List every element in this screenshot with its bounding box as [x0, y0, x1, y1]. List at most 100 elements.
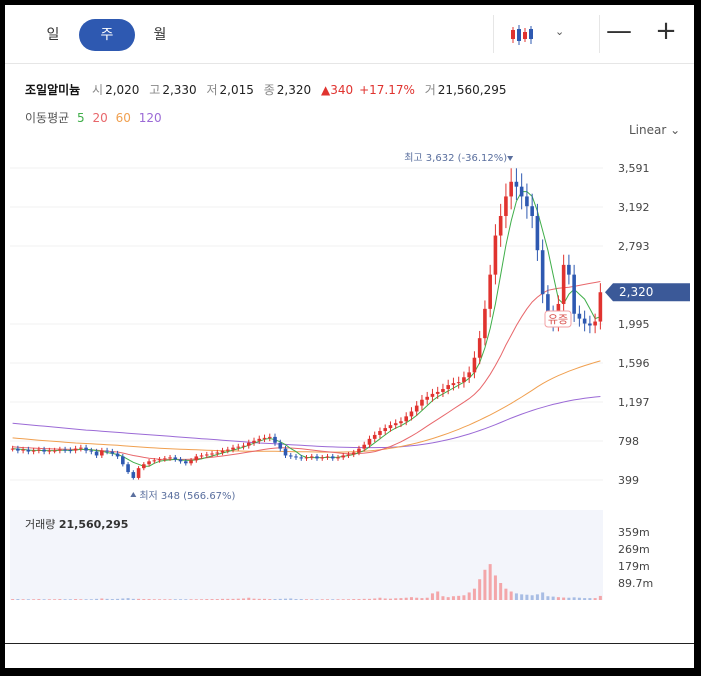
volume-label: 거: [424, 83, 436, 97]
candle-body: [126, 464, 130, 473]
volume-bar: [446, 597, 450, 600]
candlestick-icon[interactable]: [510, 23, 536, 47]
price-chart[interactable]: 399 798 1,197 1,596 1,995 2,793 3,192 3,591 89.7…: [5, 145, 694, 605]
volume-bar: [21, 599, 25, 600]
chevron-down-icon[interactable]: ⌄: [555, 25, 565, 38]
candle-body: [10, 448, 15, 450]
candle-body: [58, 449, 62, 451]
candle-body: [267, 436, 272, 438]
candle-body: [351, 452, 356, 455]
volume-bar: [242, 598, 246, 600]
volume-bar: [331, 599, 335, 600]
volume-bar: [263, 598, 267, 600]
bottom-divider: [5, 643, 694, 644]
volume-bar: [535, 594, 539, 600]
volume-bar: [404, 597, 408, 600]
candle-body: [582, 318, 587, 324]
volume-bar: [226, 598, 230, 600]
volume-bar: [525, 594, 529, 600]
ma-20-line: [12, 281, 601, 460]
volume-bar: [221, 598, 225, 600]
candle-body: [246, 442, 251, 446]
y-tick-label: 1,197: [618, 396, 650, 409]
zoom-in-button[interactable]: +: [655, 16, 677, 46]
tab-weekly[interactable]: 주: [79, 19, 135, 51]
candle-body: [399, 421, 403, 424]
candle-body: [163, 458, 167, 460]
volume-bar: [378, 597, 382, 600]
zoom-out-button[interactable]: —: [606, 16, 632, 46]
candle-body: [73, 448, 78, 451]
volume-bar: [472, 588, 476, 600]
volume-bar: [320, 599, 324, 600]
volume-bar: [289, 598, 293, 600]
volume-bar: [158, 599, 162, 600]
candle-body: [409, 411, 414, 417]
candle-body: [68, 450, 73, 452]
candle-body: [357, 448, 361, 453]
candle-body: [346, 454, 351, 456]
y-tick-label: 3,192: [618, 201, 650, 214]
volume-bar: [236, 598, 240, 600]
candle-body: [546, 294, 550, 314]
candle-body: [204, 454, 209, 456]
volume-bar: [189, 599, 193, 600]
min-marker-icon: [130, 492, 137, 497]
volume-bar: [184, 599, 188, 600]
low-value: 2,015: [219, 83, 254, 97]
close-label: 종: [263, 83, 275, 97]
candle-body: [598, 292, 603, 322]
candle-body: [178, 459, 183, 462]
high-label: 고: [149, 83, 161, 97]
volume-bar: [142, 599, 146, 600]
volume-bar: [325, 599, 329, 600]
candle-body: [477, 338, 482, 358]
volume-bar: [441, 596, 445, 600]
scale-selector[interactable]: Linear ⌄: [629, 123, 680, 137]
candle-body: [283, 448, 288, 456]
candle-body: [441, 389, 445, 392]
candle-body: [299, 457, 304, 459]
candle-body: [561, 264, 566, 304]
candle-body: [519, 186, 524, 197]
volume-bar: [556, 597, 560, 600]
volume-bar: [310, 599, 314, 600]
candle-body: [451, 383, 456, 386]
volume-bar: [168, 599, 172, 600]
tab-daily[interactable]: 일: [46, 27, 60, 43]
volume-bar: [200, 599, 204, 600]
candle-body: [509, 181, 513, 197]
volume-bar: [16, 599, 20, 600]
candle-body: [26, 449, 31, 452]
candle-body: [330, 456, 335, 459]
volume-bar: [278, 598, 282, 600]
volume-bar: [451, 596, 455, 600]
candle-body: [37, 449, 41, 451]
volume-bar: [530, 595, 534, 600]
candle-body: [215, 452, 220, 454]
volume-bar: [457, 595, 461, 600]
candle-body: [194, 456, 199, 461]
volume-bar: [352, 599, 356, 600]
volume-bar: [299, 599, 303, 600]
low-label: 저: [206, 83, 218, 97]
candle-body: [142, 464, 146, 469]
tab-monthly[interactable]: 월: [153, 27, 167, 43]
y-tick-label: 1,995: [618, 318, 650, 331]
volume-tick-label: 179m: [618, 560, 650, 573]
candle-body: [79, 447, 83, 449]
toolbar: 일 주 월 ⌄ — +: [5, 5, 694, 64]
volume-bar: [68, 599, 72, 600]
volume-bar: [173, 599, 177, 600]
candle-body: [525, 196, 529, 207]
volume-bar: [483, 569, 487, 600]
volume-bar: [215, 599, 219, 600]
volume-bar: [116, 598, 120, 600]
candle-body: [252, 440, 256, 443]
ma-title: 이동평균: [25, 111, 70, 125]
volume-tick-label: 89.7m: [618, 577, 653, 590]
stock-name: 조일알미늄: [25, 83, 81, 97]
volume-bar: [562, 597, 566, 600]
candle-body: [16, 448, 20, 451]
candle-body: [420, 399, 424, 406]
